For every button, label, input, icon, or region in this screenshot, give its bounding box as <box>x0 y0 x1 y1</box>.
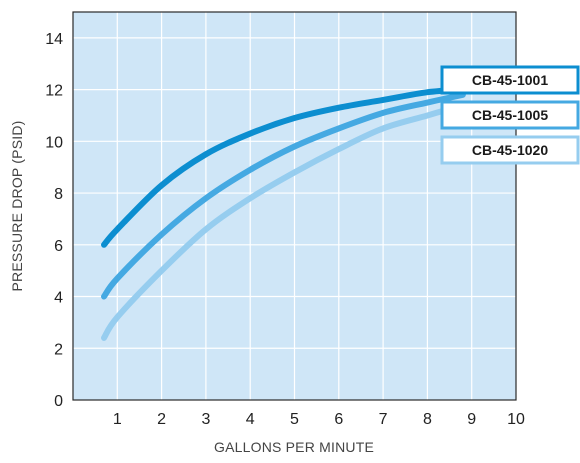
y-tick-label: 12 <box>45 83 63 100</box>
y-tick-label: 4 <box>54 290 63 307</box>
legend-box-CB-45-1001 <box>440 65 580 95</box>
series-line-CB-45-1001 <box>101 86 466 248</box>
series-line-CB-45-1020 <box>101 102 466 341</box>
x-tick-label: 1 <box>113 411 122 428</box>
x-tick-labels: 1 2 3 4 5 6 7 8 9 10 <box>113 411 525 428</box>
legend-box-CB-45-1005 <box>440 100 580 130</box>
y-tick-label: 8 <box>54 186 63 203</box>
y-tick-labels: 0 2 4 6 8 10 12 14 <box>45 31 63 410</box>
x-tick-label: 7 <box>379 411 388 428</box>
series-line-CB-45-1005 <box>101 91 466 300</box>
y-tick-label: 2 <box>54 341 63 358</box>
x-tick-label: 2 <box>157 411 166 428</box>
legend-label-CB-45-1020: CB-45-1020 <box>472 142 548 158</box>
legend-label-CB-45-1005: CB-45-1005 <box>472 107 548 123</box>
x-axis-title: GALLONS PER MINUTE <box>214 439 374 455</box>
x-tick-label: 6 <box>334 411 343 428</box>
x-tick-label: 8 <box>423 411 432 428</box>
plot-frame <box>72 11 517 401</box>
y-tick-label: 14 <box>45 31 63 48</box>
x-tick-label: 5 <box>290 411 299 428</box>
series-lines <box>101 86 466 341</box>
y-tick-label: 0 <box>54 393 63 410</box>
x-tick-label: 4 <box>246 411 255 428</box>
y-tick-label: 6 <box>54 238 63 255</box>
y-tick-label: 10 <box>45 134 63 151</box>
legend-label-CB-45-1001: CB-45-1001 <box>472 72 548 88</box>
x-tick-label: 10 <box>507 411 525 428</box>
x-tick-label: 3 <box>201 411 210 428</box>
y-axis-title: PRESSURE DROP (PSID) <box>9 121 25 292</box>
x-tick-label: 9 <box>467 411 476 428</box>
legend-box-CB-45-1020 <box>440 135 580 165</box>
legend: CB-45-1001 CB-45-1005 CB-45-1020 <box>440 65 580 165</box>
